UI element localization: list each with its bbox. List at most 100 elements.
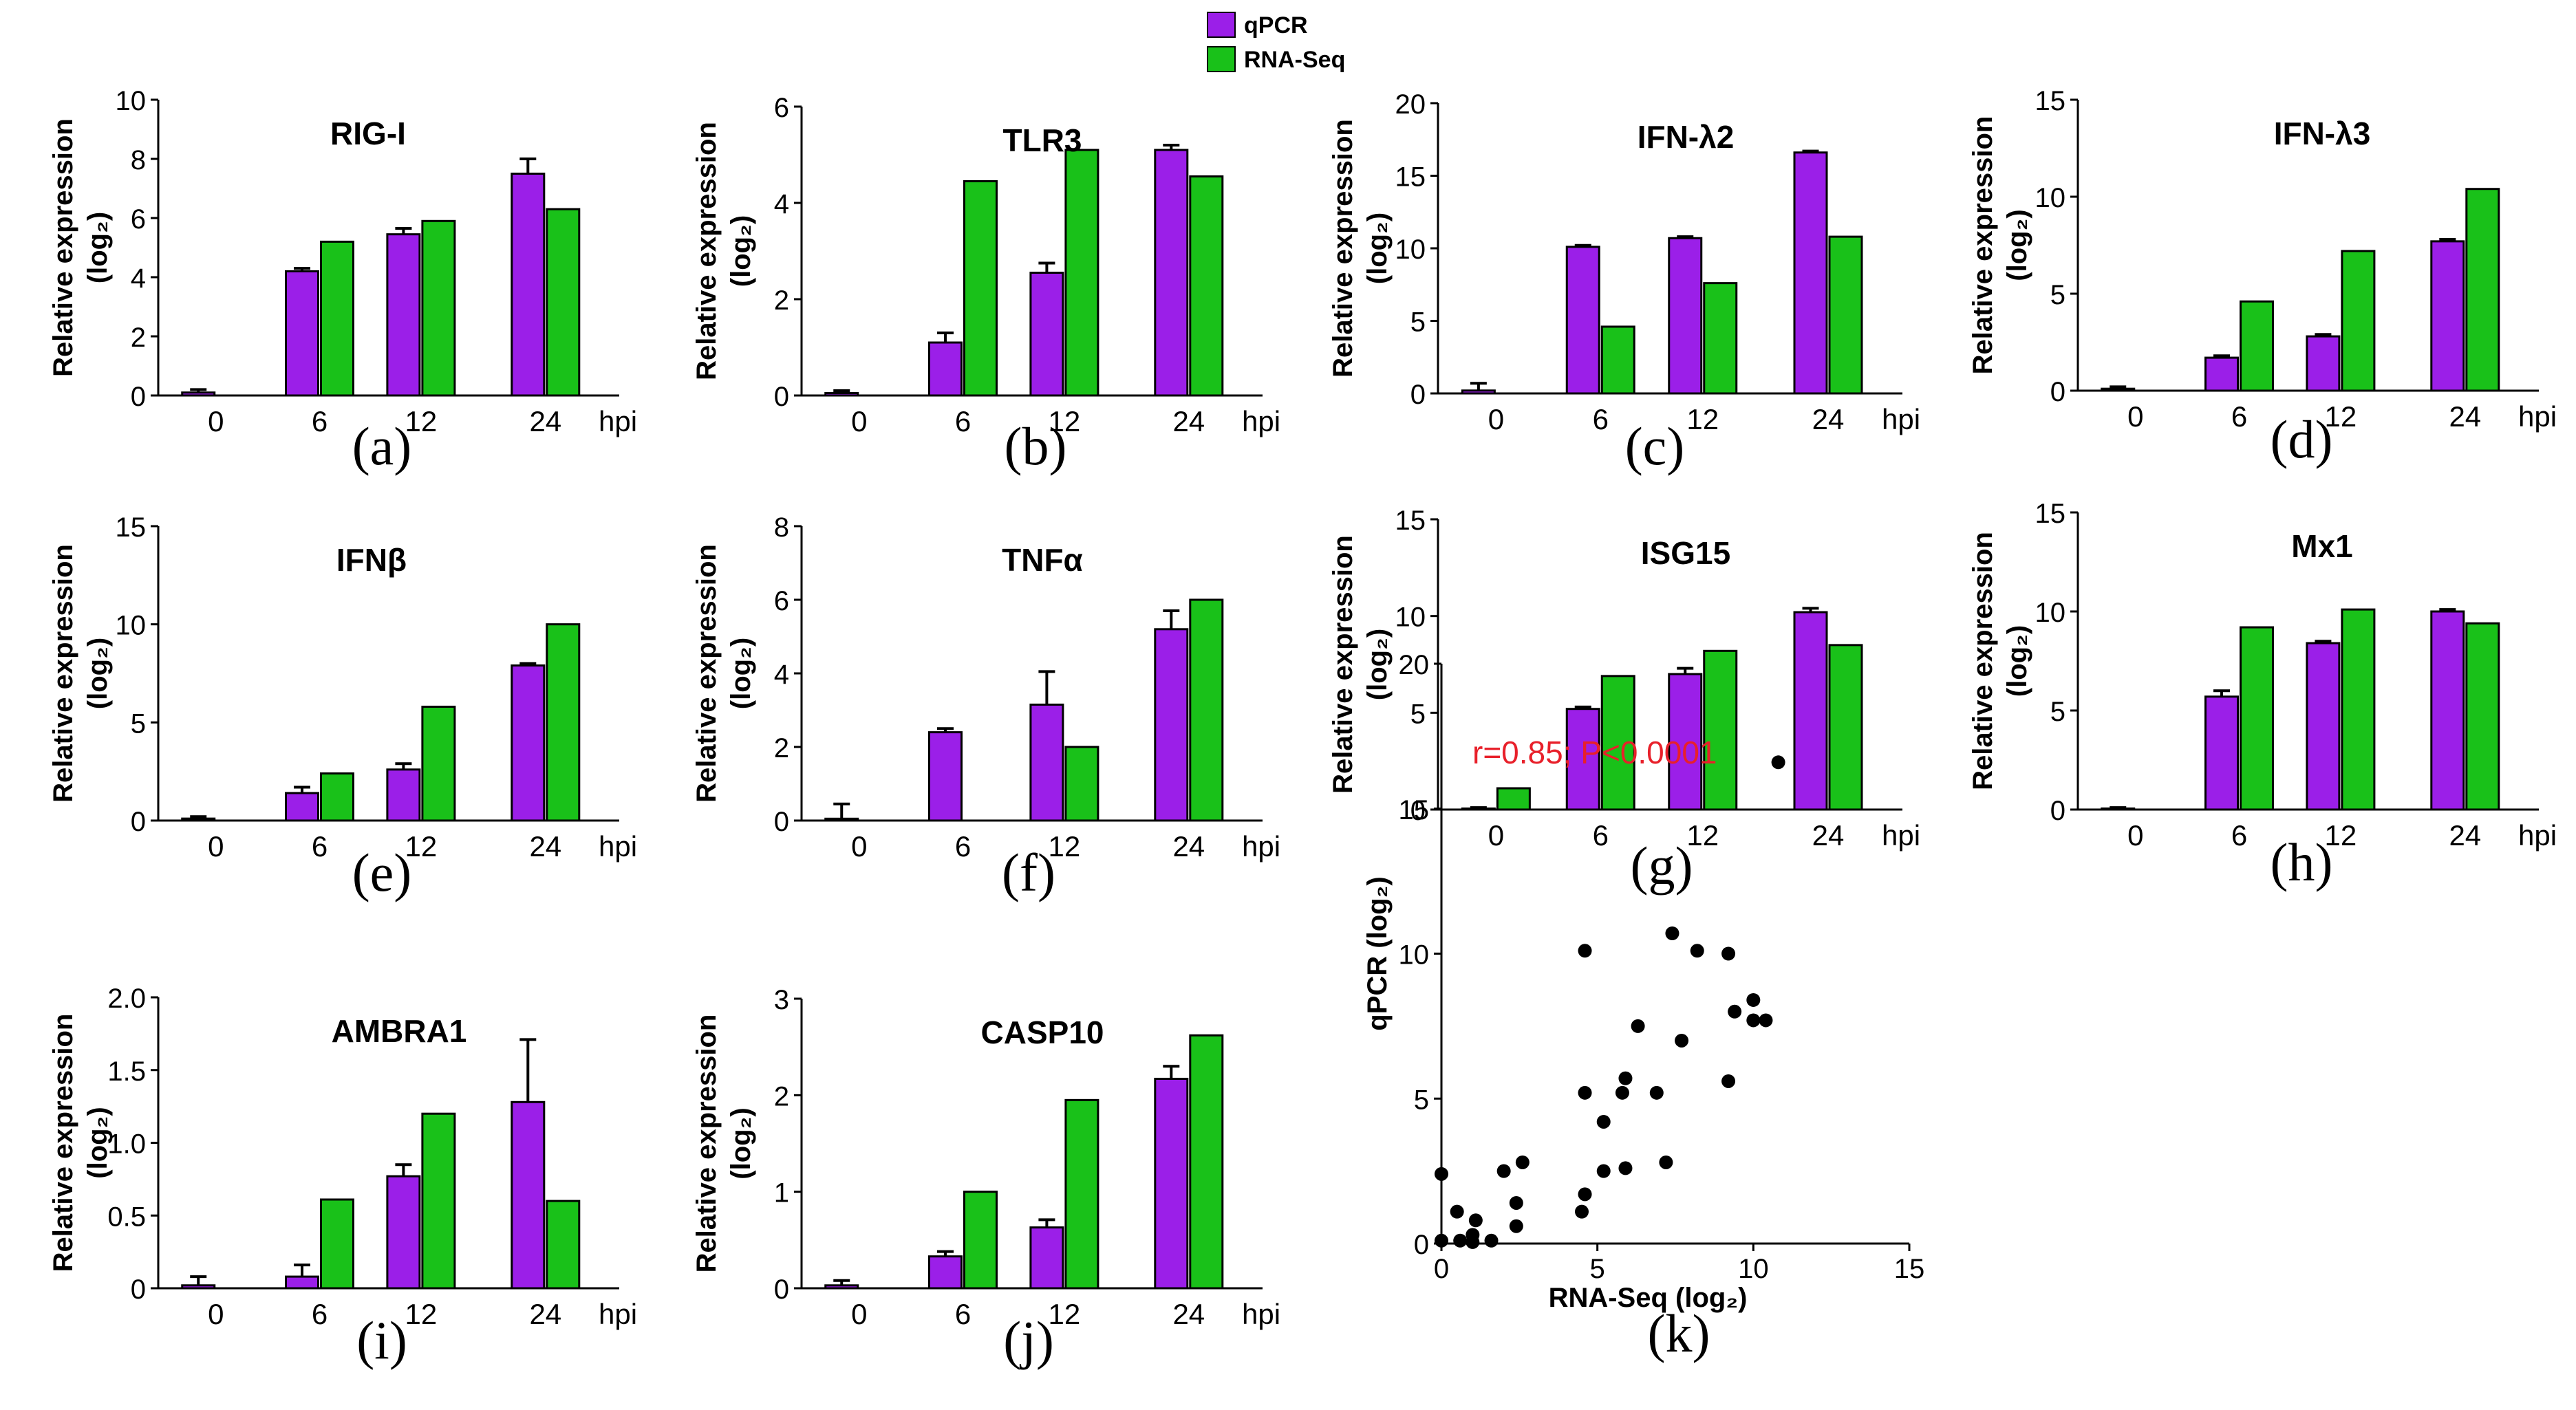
panel-letter: (g) <box>1631 836 1693 896</box>
legend-swatch-qpcr <box>1207 12 1236 38</box>
x-tick-label: 0 <box>1488 819 1504 852</box>
scatter-point <box>1596 1114 1611 1129</box>
x-tick-label: 12 <box>2325 819 2357 852</box>
bar-qpcr <box>285 1275 319 1290</box>
x-tick-label: 0 <box>2127 819 2143 852</box>
scatter-point <box>1453 1233 1468 1248</box>
scatter-point <box>1468 1213 1483 1228</box>
y-tick-label: 15 <box>2035 86 2066 116</box>
y-axis-label-unit: (log₂) <box>83 638 113 709</box>
bar-qpcr <box>1029 703 1064 822</box>
y-axis-label: Relative expression <box>1968 116 1998 375</box>
bar-rnaseq <box>1600 325 1635 395</box>
y-axis-label-unit: (log₂) <box>83 212 113 283</box>
y-tick-label: 8 <box>774 512 789 543</box>
scatter-point <box>1578 944 1592 958</box>
bar-qpcr <box>511 664 546 822</box>
x-unit-label: hpi <box>599 830 637 863</box>
y-tick-label: 10 <box>2035 183 2066 213</box>
scatter-point <box>1496 1164 1511 1178</box>
scatter-point <box>1615 1085 1629 1100</box>
scatter-point <box>1509 1219 1523 1233</box>
x-tick-label: 6 <box>2231 819 2247 852</box>
scatter-point <box>1596 1164 1611 1178</box>
x-tick-label: 6 <box>955 405 971 437</box>
chart-title: AMBRA1 <box>332 1013 467 1049</box>
y-tick-label: 5 <box>2050 280 2065 310</box>
x-tick-label: 24 <box>1812 403 1845 435</box>
bar-rnaseq <box>1064 746 1099 822</box>
bar-rnaseq <box>963 180 998 397</box>
y-tick-label: 2 <box>774 733 789 763</box>
y-axis-label-unit: (log₂) <box>1362 629 1393 700</box>
y-tick-label: 6 <box>774 93 789 123</box>
bar-qpcr <box>824 817 859 822</box>
y-tick-label: 1 <box>774 1178 789 1208</box>
bar-qpcr <box>285 792 319 822</box>
x-tick-label: 15 <box>1894 1254 1925 1284</box>
y-tick-label: 5 <box>1410 699 1426 729</box>
x-tick-label: 24 <box>529 405 561 437</box>
scatter-point <box>1721 1074 1736 1088</box>
bar-qpcr <box>1029 1226 1064 1290</box>
chart-title: CASP10 <box>981 1015 1104 1050</box>
y-tick-label: 15 <box>1395 506 1426 536</box>
x-unit-label: hpi <box>1242 830 1280 863</box>
y-tick-label: 15 <box>2035 499 2066 529</box>
y-axis-label: Relative expression <box>48 118 78 377</box>
bar-rnaseq <box>1189 1034 1224 1290</box>
y-tick-label: 0 <box>1410 380 1426 410</box>
panel-letter: (i) <box>356 1310 407 1370</box>
y-tick-label: 0 <box>131 807 146 837</box>
bar-qpcr <box>181 817 216 822</box>
y-tick-label: 4 <box>131 263 146 294</box>
y-tick-label: 5 <box>131 708 146 739</box>
y-axis-label-unit: (log₂) <box>1362 213 1393 284</box>
chart-title: IFNβ <box>336 542 407 578</box>
x-tick-label: 12 <box>405 405 438 437</box>
x-tick-label: 6 <box>312 405 328 437</box>
y-tick-label: 0 <box>2050 796 2065 826</box>
y-tick-label: 4 <box>774 189 789 219</box>
y-tick-label: 10 <box>116 86 147 116</box>
scatter-point <box>1690 944 1704 958</box>
scatter-point <box>1578 1085 1592 1100</box>
x-tick-label: 0 <box>208 405 224 437</box>
x-tick-label: 0 <box>851 1298 867 1330</box>
y-tick-label: 0 <box>1414 1230 1429 1260</box>
bar-qpcr <box>285 270 319 397</box>
x-tick-label: 12 <box>1049 405 1081 437</box>
y-tick-label: 0 <box>131 1275 146 1305</box>
y-tick-label: 0 <box>774 807 789 837</box>
bar-qpcr <box>824 1284 859 1290</box>
chart-title: TNFα <box>1002 542 1083 578</box>
chart-title: Mx1 <box>2291 528 2352 564</box>
panel-i: 0 0.5 1.0 1.5 2.0 0 6 12 24 hpi AMBRA1 Relative exp… <box>48 984 637 1370</box>
bar-qpcr <box>2204 695 2239 811</box>
x-tick-label: 12 <box>1049 1298 1081 1330</box>
bar-rnaseq <box>546 1200 581 1290</box>
scatter-point <box>1771 755 1785 770</box>
bar-qpcr <box>1793 611 1828 811</box>
bar-qpcr <box>1461 389 1496 395</box>
chart-title: RIG-I <box>330 116 406 151</box>
y-axis-label: Relative expression <box>1968 532 1998 790</box>
legend-label-rnaseq: RNA-Seq <box>1244 47 1345 73</box>
panel-d: 0 5 10 15 0 6 12 24 hpi IFN-λ3 Relative expression… <box>1968 86 2557 469</box>
bar-rnaseq <box>963 1191 998 1290</box>
x-tick-label: 5 <box>1590 1254 1605 1284</box>
bar-qpcr <box>511 173 546 397</box>
panel-letter: (f) <box>1002 843 1055 902</box>
scatter-point <box>1575 1204 1589 1219</box>
x-tick-label: 0 <box>1434 1254 1449 1284</box>
y-tick-label: 10 <box>1395 603 1426 633</box>
y-axis-label: Relative expression <box>1328 119 1358 378</box>
y-tick-label: 0 <box>2050 377 2065 407</box>
bar-rnaseq <box>2465 622 2500 811</box>
y-tick-label: 0 <box>774 382 789 412</box>
panel-letter: (j) <box>1003 1310 1054 1370</box>
